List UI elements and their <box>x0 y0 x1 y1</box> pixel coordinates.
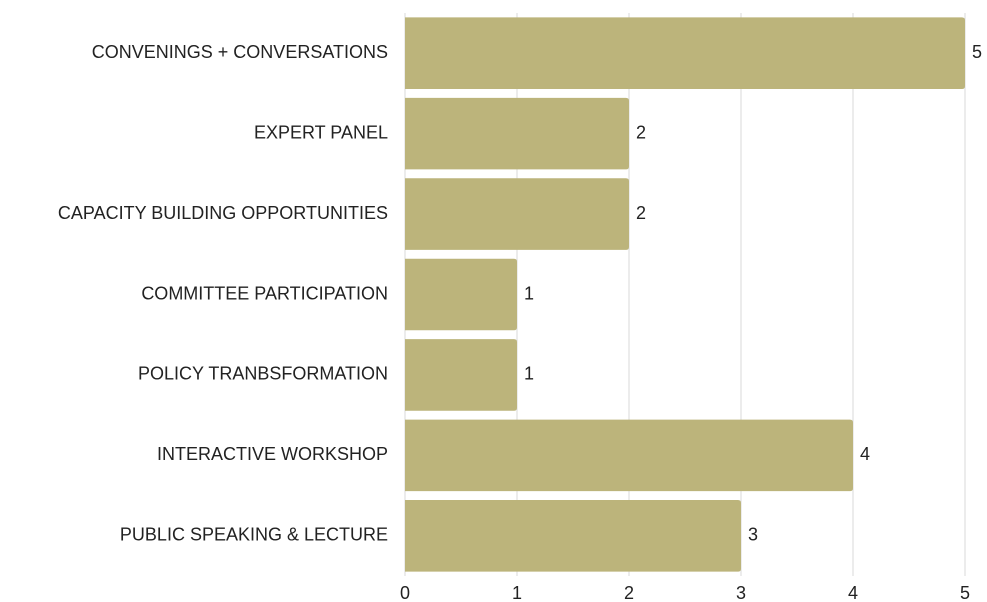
bar <box>405 178 629 250</box>
bar <box>405 339 517 411</box>
bar <box>405 258 517 331</box>
y-tick-label: POLICY TRANBSFORMATION <box>138 364 388 384</box>
data-label: 1 <box>524 364 534 384</box>
data-label: 2 <box>636 122 646 142</box>
x-tick-label: 0 <box>400 583 410 602</box>
x-tick-label: 5 <box>960 583 970 602</box>
y-tick-label: PUBLIC SPEAKING & LECTURE <box>120 525 388 545</box>
bar <box>405 97 629 170</box>
data-label: 3 <box>748 525 758 545</box>
x-tick-label: 3 <box>736 583 746 602</box>
data-label: 5 <box>972 42 982 62</box>
y-tick-label: CONVENINGS + CONVERSATIONS <box>92 42 388 62</box>
y-tick-label: COMMITTEE PARTICIPATION <box>141 283 388 303</box>
bar <box>405 17 965 90</box>
data-label: 1 <box>524 283 534 303</box>
x-tick-label: 4 <box>848 583 858 602</box>
bar <box>405 419 853 492</box>
y-tick-label: CAPACITY BUILDING OPPORTUNITIES <box>58 203 388 223</box>
x-tick-label: 2 <box>624 583 634 602</box>
y-tick-label: EXPERT PANEL <box>254 122 388 142</box>
y-tick-label: INTERACTIVE WORKSHOP <box>157 444 388 464</box>
data-label: 2 <box>636 203 646 223</box>
bar <box>405 499 741 572</box>
data-label: 4 <box>860 444 870 464</box>
x-tick-label: 1 <box>512 583 522 602</box>
